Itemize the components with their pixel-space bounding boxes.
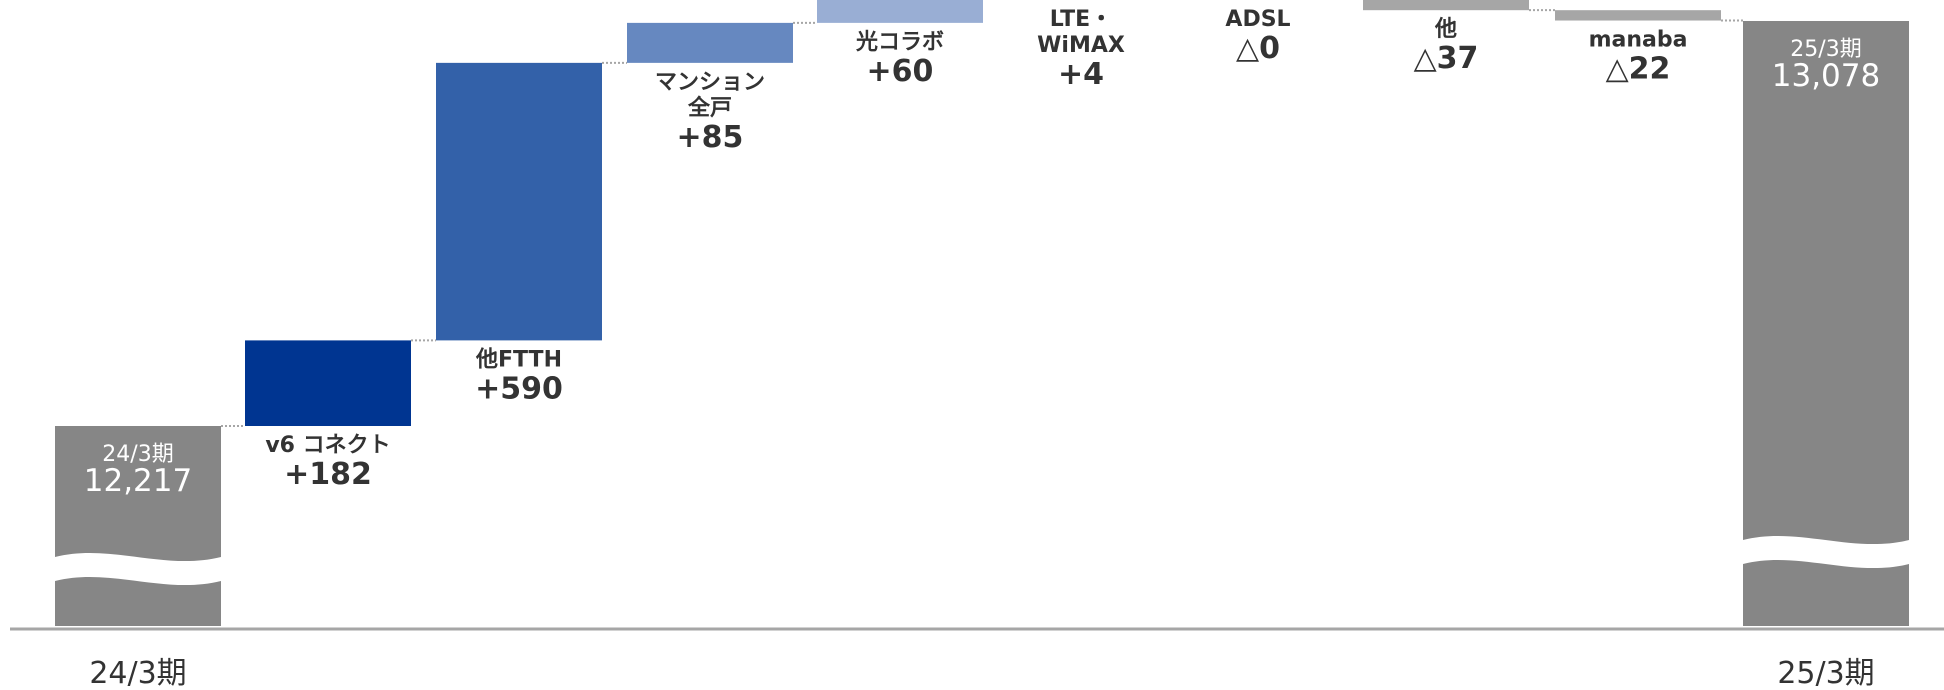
step-bar-5-label-line-2: WiMAX xyxy=(1037,33,1125,58)
step-bar-1-label-line-1: v6 コネクト xyxy=(265,433,390,458)
x-tick-end: 25/3期 xyxy=(1777,656,1874,690)
start-total-bar-period-label: 24/3期 xyxy=(102,442,173,467)
step-bar-4-delta-label: +60 xyxy=(867,54,934,89)
step-bar-3-label-line-2: 全戸 xyxy=(687,95,732,121)
step-bar-4-label-line-1: 光コラボ xyxy=(855,30,944,55)
step-bar-3-label-line-1: マンション xyxy=(655,70,765,95)
step-bar-8 xyxy=(1555,10,1721,21)
step-bar-7 xyxy=(1363,0,1529,11)
step-bar-1-delta-label: +182 xyxy=(284,457,372,492)
x-tick-start: 24/3期 xyxy=(89,656,186,690)
end-total-bar-axis-break xyxy=(1743,535,1909,569)
step-bar-6-delta-label: △0 xyxy=(1236,31,1280,66)
step-bar-5-label-line-1: LTE・ xyxy=(1050,7,1112,32)
end-total-bar-period-label: 25/3期 xyxy=(1790,37,1861,62)
step-bar-2 xyxy=(436,62,602,341)
step-bar-7-label-line-1: 他 xyxy=(1434,17,1457,42)
step-bar-8-delta-label: △22 xyxy=(1606,52,1671,87)
step-bar-3-delta-label: +85 xyxy=(677,120,744,155)
end-total-bar-value-label: 13,078 xyxy=(1772,58,1880,94)
step-bar-2-label-line-1: 他FTTH xyxy=(475,347,562,372)
start-total-bar-axis-break xyxy=(55,552,221,586)
step-bar-6-label-line-1: ADSL xyxy=(1225,7,1290,32)
start-total-bar xyxy=(55,426,221,626)
step-bar-7-delta-label: △37 xyxy=(1414,41,1479,76)
step-bar-5-delta-label: +4 xyxy=(1058,57,1104,92)
step-bar-3 xyxy=(627,22,793,63)
step-bar-1 xyxy=(245,340,411,426)
step-bar-8-label-line-1: manaba xyxy=(1589,28,1688,53)
end-total-bar xyxy=(1743,21,1909,626)
step-bar-4 xyxy=(817,0,983,23)
step-bar-2-delta-label: +590 xyxy=(475,371,563,406)
start-total-bar-value-label: 12,217 xyxy=(84,463,192,499)
